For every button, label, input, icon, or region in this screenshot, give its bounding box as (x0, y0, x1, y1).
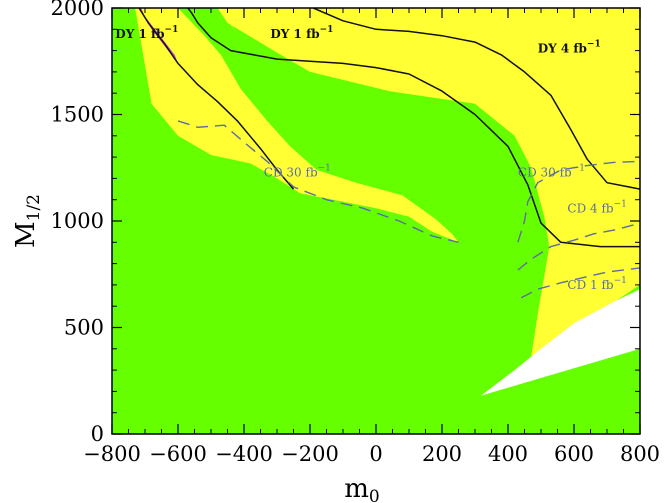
x-axis-title-main: m (344, 474, 369, 503)
x-tick-label: 800 (620, 442, 660, 466)
regions-layer (112, 8, 640, 434)
contour-cd-1-fb-1 (520, 267, 640, 299)
region-white-wedge (480, 289, 640, 396)
label-cd30-right: CD 30 fb−1 (518, 163, 585, 179)
x-tick-label: 200 (422, 442, 462, 466)
y-tick-label: 500 (64, 316, 104, 340)
contour-dy-4-fb-1 (313, 8, 640, 190)
y-axis-title-main: M (11, 221, 41, 248)
x-axis-title-sub: 0 (369, 487, 380, 503)
y-axis-title: M1/2 (11, 194, 44, 248)
label-dy1-left: DY 1 fb−1 (115, 25, 178, 41)
label-dy1-mid: DY 1 fb−1 (270, 25, 333, 41)
contour-dy-1-fb-1-left (138, 8, 295, 190)
y-tick-label: 2000 (51, 0, 104, 20)
x-tick-label: 400 (488, 442, 528, 466)
curves-layer (138, 8, 640, 299)
y-tick-label: 1500 (51, 103, 104, 127)
x-tick-label: 600 (554, 442, 594, 466)
label-cd1: CD 1 fb−1 (567, 276, 626, 292)
x-tick-label: −800 (83, 442, 141, 466)
label-cd30-left: CD 30 fb−1 (264, 163, 331, 179)
annotations-layer: DY 1 fb−1 DY 1 fb−1 DY 4 fb−1 CD 30 fb−1 CD … (115, 25, 627, 292)
x-tick-label: −400 (215, 442, 273, 466)
x-tick-label: −200 (281, 442, 339, 466)
x-tick-label: −600 (149, 442, 207, 466)
label-cd4: CD 4 fb−1 (567, 199, 626, 215)
tick-labels: −800 −600 −400 −200 0 200 400 600 800 0 500 1000 150… (51, 0, 661, 466)
region-yellow (135, 8, 640, 358)
x-tick-label: 0 (369, 442, 382, 466)
plot-area (112, 8, 640, 434)
ticks-layer (111, 7, 641, 435)
y-tick-label: 1000 (51, 209, 104, 233)
contour-cd-30-fb-1-left (177, 120, 459, 243)
label-dy4: DY 4 fb−1 (538, 40, 601, 56)
x-axis-title: m0 (344, 474, 379, 503)
y-tick-label: 0 (91, 422, 104, 446)
y-axis-title-sub: 1/2 (24, 194, 44, 221)
contour-cd-30-fb-1-right (517, 160, 640, 243)
contour-dy-1-fb-1-middle (187, 8, 640, 248)
contour-cd-4-fb-1 (517, 222, 640, 271)
